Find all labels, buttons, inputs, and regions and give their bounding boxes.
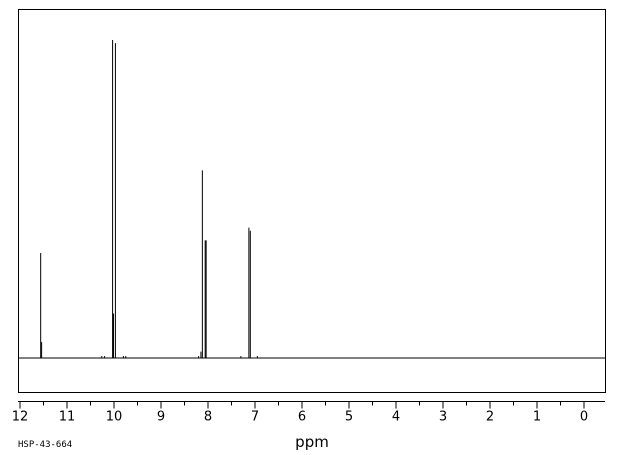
spectrum-peaks xyxy=(40,40,258,358)
x-tick-label-5: 7 xyxy=(251,410,259,425)
plot-frame xyxy=(18,9,606,393)
x-tick-label-7: 5 xyxy=(345,410,353,425)
x-tick-label-0: 12 xyxy=(12,410,29,425)
x-tick-label-11: 1 xyxy=(533,410,541,425)
x-tick-label-2: 10 xyxy=(106,410,123,425)
x-tick-label-10: 2 xyxy=(486,410,494,425)
spectrum-code-label: HSP-43-664 xyxy=(18,440,72,450)
x-tick-label-3: 9 xyxy=(157,410,165,425)
x-tick-label-8: 4 xyxy=(392,410,400,425)
x-tick-label-9: 3 xyxy=(439,410,447,425)
x-axis-label: ppm xyxy=(295,433,329,451)
x-axis-ticks: 12 11 10 9 8 7 6 5 4 3 2 1 0 xyxy=(12,401,588,425)
x-tick-label-1: 11 xyxy=(59,410,76,425)
x-tick-label-6: 6 xyxy=(298,410,306,425)
x-tick-label-12: 0 xyxy=(580,410,588,425)
x-tick-label-4: 8 xyxy=(204,410,212,425)
